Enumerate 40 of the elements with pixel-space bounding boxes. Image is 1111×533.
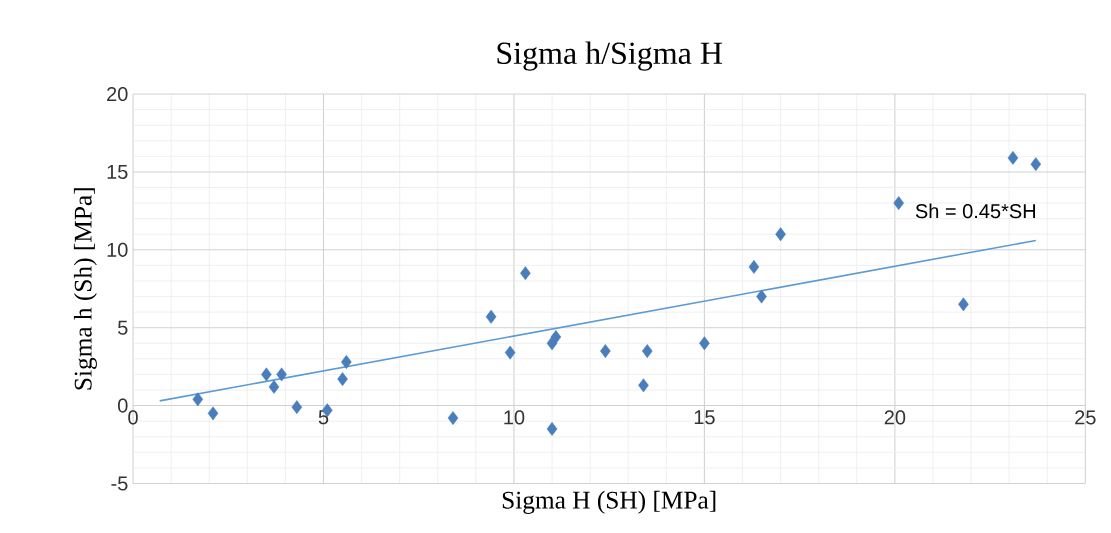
point [550,329,562,344]
point [261,367,272,382]
annotation: Sh = 0.45*SH [915,203,1036,218]
x-tick-label: 10 [504,410,525,425]
point [268,379,280,394]
point [638,378,649,393]
point [1007,150,1019,165]
x-tick-label: 0 [128,410,138,425]
point [207,406,219,421]
y-tick-label: -5 [111,476,128,491]
point [756,289,767,304]
point [447,410,459,425]
point [642,343,653,358]
point [504,345,516,360]
y-axis-title: Sigma h (Sh) [MPa] [73,188,97,390]
point [600,343,611,358]
y-tick-label: 10 [107,242,128,257]
point [775,227,786,241]
y-tick-label: 5 [118,320,128,335]
point [958,297,969,312]
point [893,195,904,210]
point [748,259,760,274]
x-axis-title: Sigma H (SH) [MPa] [502,490,716,514]
y-tick-label: 20 [107,86,128,101]
point [291,399,303,414]
y-tick-label: 0 [117,398,128,413]
chart-title: Sigma h/Sigma H [497,41,723,71]
point [520,266,531,280]
point [699,336,710,350]
y-tick-label: 15 [107,164,128,179]
x-tick-label: 15 [694,410,715,425]
point [341,354,352,369]
x-tick-label: 25 [1075,410,1096,425]
point [276,367,287,382]
point [546,421,558,436]
point [1030,156,1042,171]
point [485,309,497,324]
point [337,371,348,386]
point [192,392,204,407]
x-tick-label: 20 [884,410,906,425]
